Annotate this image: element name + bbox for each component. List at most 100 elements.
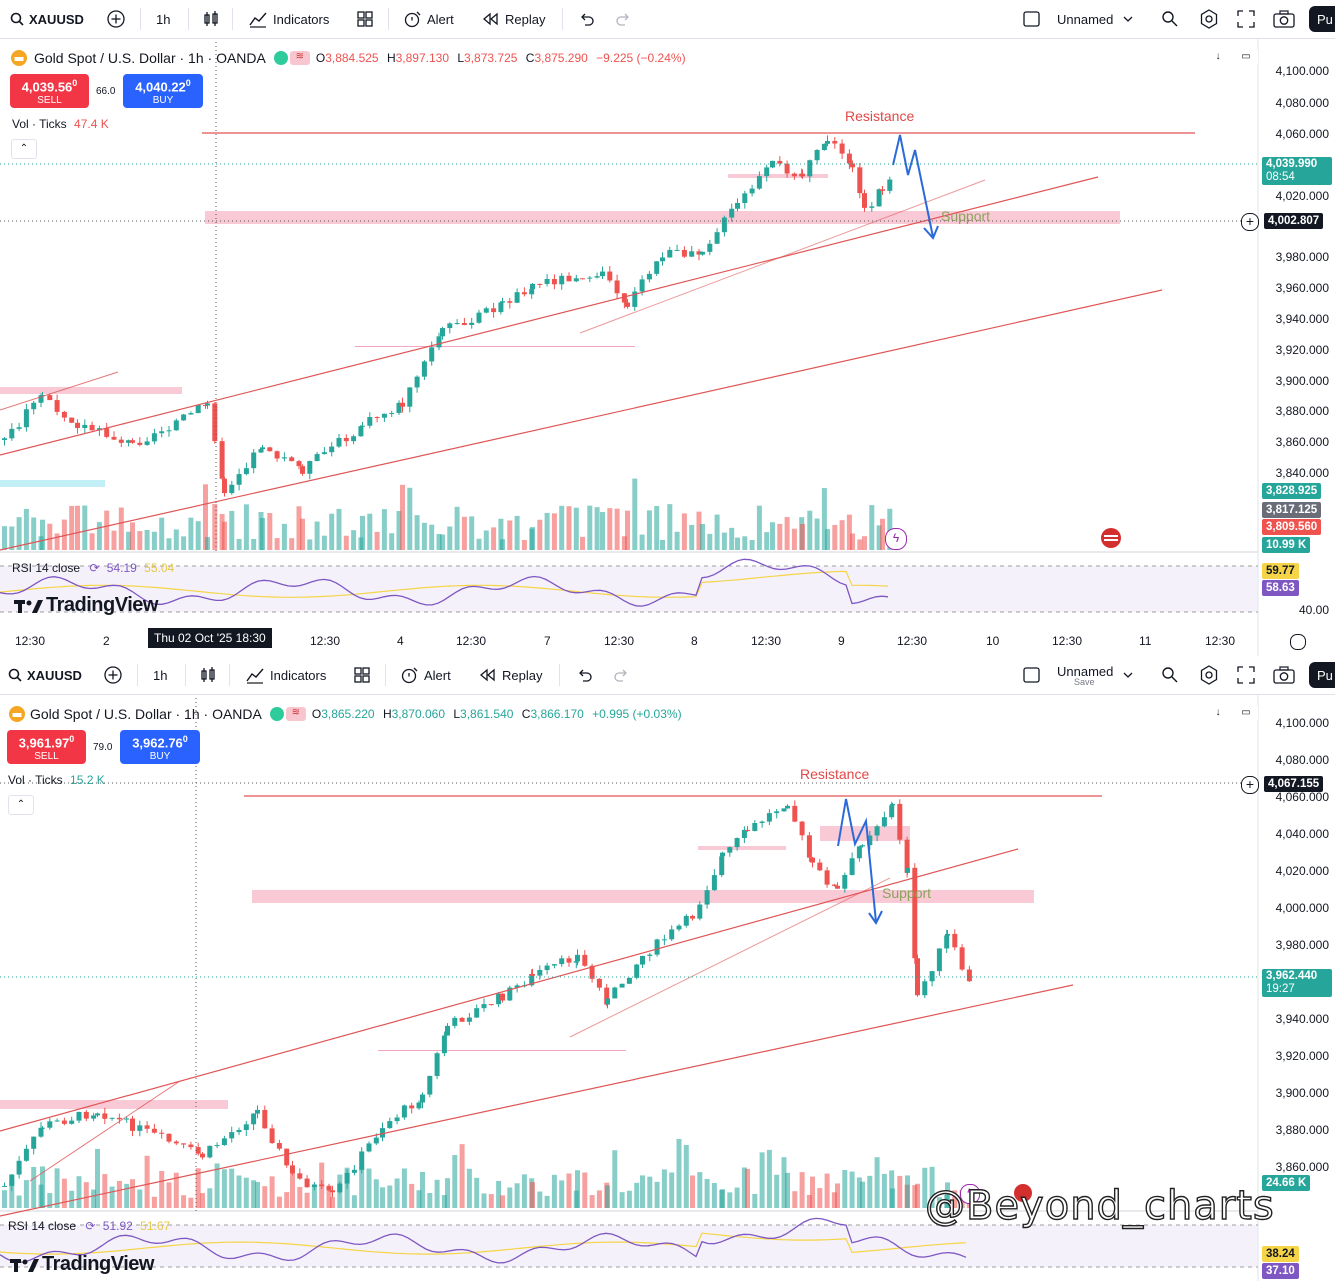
low-value: 3,861.540 xyxy=(460,707,514,721)
candle-body xyxy=(16,427,22,429)
indicators-button[interactable]: Indicators xyxy=(248,0,329,38)
buy-price-sup: 0 xyxy=(182,734,188,744)
templates-button[interactable] xyxy=(353,656,376,694)
volume-bar xyxy=(714,514,720,550)
redo-button[interactable] xyxy=(614,656,635,694)
indicators-button[interactable]: Indicators xyxy=(245,656,326,694)
symbol-search[interactable]: XAUUSD xyxy=(8,656,82,694)
price-chart-canvas[interactable] xyxy=(0,656,1335,1281)
candle-body xyxy=(297,1173,303,1179)
redo-button[interactable] xyxy=(616,0,637,38)
settings-button[interactable] xyxy=(1199,656,1224,694)
volume-bar xyxy=(380,1187,385,1208)
price-axis-label: 4,080.000 xyxy=(1275,96,1329,110)
quick-search-button[interactable] xyxy=(1160,656,1185,694)
fullscreen-button[interactable] xyxy=(1237,656,1260,694)
rsi-settings-icon[interactable]: ⟳ xyxy=(89,561,100,575)
undo-button[interactable] xyxy=(578,0,599,38)
rsi-settings-icon[interactable]: ⟳ xyxy=(85,1219,96,1233)
volume-bar xyxy=(436,533,442,550)
price-axis-label: 3,920.000 xyxy=(1275,1049,1329,1063)
volume-bar xyxy=(214,1163,220,1208)
compare-button[interactable] xyxy=(106,0,131,38)
volume-bar xyxy=(559,1180,565,1208)
collapse-legend-button[interactable]: ⌃ xyxy=(11,139,37,159)
candle-body xyxy=(311,1184,317,1188)
axis-settings-gear-icon[interactable] xyxy=(1290,634,1306,650)
volume-bar xyxy=(831,1192,837,1208)
tradingview-logo: TradingView xyxy=(10,1253,154,1276)
candle-body xyxy=(825,140,830,144)
volume-bar xyxy=(537,1191,543,1208)
alert-button[interactable]: Alert xyxy=(399,656,451,694)
interval-button[interactable]: 1h xyxy=(153,667,168,683)
volume-bar xyxy=(366,1168,372,1208)
add-alert-plus-icon[interactable]: + xyxy=(1241,776,1259,794)
candle-body xyxy=(792,805,798,822)
layout-menu[interactable]: Unnamed xyxy=(1022,656,1140,694)
price-chart-canvas[interactable] xyxy=(0,0,1335,656)
layout-menu[interactable]: Unnamed xyxy=(1022,0,1140,38)
candle-body xyxy=(589,965,595,979)
scroll-down-icon[interactable]: ↓ xyxy=(1206,704,1230,722)
sell-button[interactable]: 3,961.970 SELL xyxy=(7,730,86,764)
candle-body xyxy=(707,243,713,252)
volume-bar xyxy=(75,505,80,550)
buy-button[interactable]: 3,962.760 BUY xyxy=(120,730,200,764)
projection-arrow xyxy=(837,798,877,923)
quick-search-button[interactable] xyxy=(1160,0,1185,38)
interval-button[interactable]: 1h xyxy=(156,11,171,27)
scroll-down-icon[interactable]: ↓ xyxy=(1206,48,1230,66)
chevron-down-icon xyxy=(1123,672,1133,678)
candle-body xyxy=(496,993,502,1005)
compare-button[interactable] xyxy=(103,656,128,694)
us-flag-event-icon[interactable] xyxy=(1101,528,1121,548)
candle-body xyxy=(111,436,117,440)
fullscreen-button[interactable] xyxy=(1237,0,1260,38)
symbol-title[interactable]: Gold Spot / U.S. Dollar · 1h · OANDA xyxy=(34,50,266,66)
snapshot-button[interactable] xyxy=(1273,0,1300,38)
event-lightning-icon[interactable]: ϟ xyxy=(960,1184,980,1204)
sell-label: SELL xyxy=(37,95,62,107)
volume-bar xyxy=(530,1182,535,1208)
sell-price-sup: 0 xyxy=(69,734,75,744)
sell-button[interactable]: 4,039.560 SELL xyxy=(10,74,89,108)
data-feed-icon: ≋ xyxy=(289,51,310,65)
chart-type-button[interactable] xyxy=(199,656,222,694)
candle-body xyxy=(181,414,187,421)
maximize-pane-icon[interactable]: ▭ xyxy=(1234,48,1258,66)
maximize-pane-icon[interactable]: ▭ xyxy=(1234,704,1258,722)
alert-button[interactable]: Alert xyxy=(402,0,454,38)
candle-body xyxy=(374,417,380,419)
candle-body xyxy=(690,915,695,919)
collapse-legend-button[interactable]: ⌃ xyxy=(8,795,34,815)
candle-body xyxy=(521,292,527,295)
projection-arrow xyxy=(868,910,883,925)
candle-body xyxy=(207,1145,213,1158)
replay-button[interactable]: Replay xyxy=(479,656,542,694)
add-alert-plus-icon[interactable]: + xyxy=(1241,213,1259,231)
buy-button[interactable]: 4,040.220 BUY xyxy=(123,74,203,108)
rewind-icon xyxy=(482,12,498,26)
volume-bar xyxy=(474,1177,480,1208)
templates-button[interactable] xyxy=(356,0,379,38)
symbol-search[interactable]: XAUUSD xyxy=(10,0,84,38)
replay-button[interactable]: Replay xyxy=(482,0,545,38)
symbol-title[interactable]: Gold Spot / U.S. Dollar · 1h · OANDA xyxy=(30,706,262,722)
rsi-value: 54.19 xyxy=(106,561,137,575)
price-axis-label: 3,880.000 xyxy=(1275,404,1329,418)
publish-button[interactable]: Pu xyxy=(1309,662,1335,688)
candle-body xyxy=(632,291,638,307)
chart-type-button[interactable] xyxy=(202,0,225,38)
event-lightning-icon[interactable]: ϟ xyxy=(885,528,907,550)
publish-button[interactable]: Pu xyxy=(1309,6,1335,32)
candle-body xyxy=(831,884,837,886)
undo-button[interactable] xyxy=(576,656,597,694)
us-flag-event-icon[interactable] xyxy=(1014,1184,1032,1202)
gold-symbol-icon xyxy=(9,706,25,722)
time-axis-label: 12:30 xyxy=(1205,634,1236,648)
settings-button[interactable] xyxy=(1199,0,1224,38)
volume-bar xyxy=(221,1169,227,1208)
snapshot-button[interactable] xyxy=(1273,656,1300,694)
time-axis-label: 4 xyxy=(397,634,404,648)
